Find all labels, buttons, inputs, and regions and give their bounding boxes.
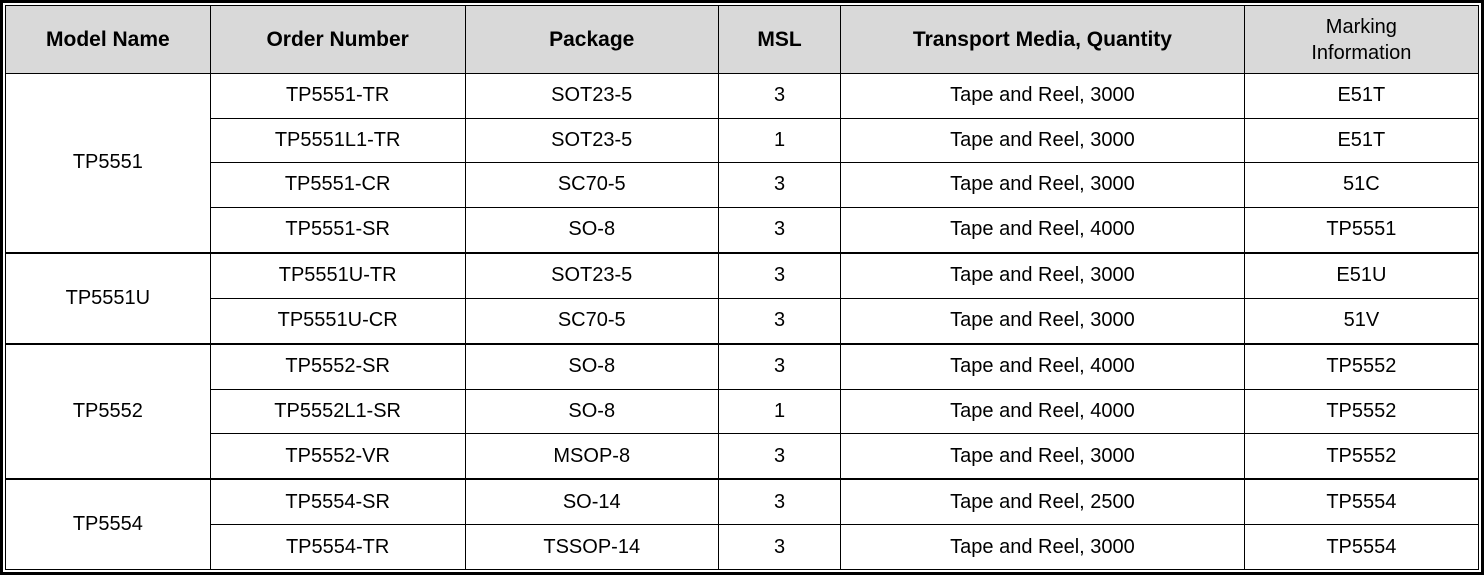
msl-cell: 3 [717, 433, 842, 480]
marking-cell: TP5552 [1243, 342, 1480, 390]
transport-cell: Tape and Reel, 4000 [840, 206, 1245, 254]
transport-cell: Tape and Reel, 3000 [840, 251, 1245, 299]
transport-cell: Tape and Reel, 3000 [840, 524, 1245, 570]
package-cell: SC70-5 [464, 162, 719, 208]
msl-cell: 1 [717, 117, 842, 164]
msl-cell: 3 [717, 251, 842, 299]
table-row: TP5552 TP5552-SR SO-8 3 Tape and Reel, 4… [5, 342, 1480, 480]
header-transport-media-quantity: Transport Media, Quantity [840, 5, 1245, 74]
package-cell: SOT23-5 [464, 251, 719, 299]
order-number-cell: TP5552L1-SR [209, 388, 466, 435]
marking-cell: E51T [1243, 117, 1480, 164]
table-row: TP5551U-CR SC70-5 3 Tape and Reel, 3000 … [6, 297, 1480, 345]
model-cell: TP5551U [5, 251, 211, 345]
marking-cell: TP5554 [1243, 478, 1480, 526]
order-number-cell: TP5551U-CR [209, 297, 466, 345]
order-number-cell: TP5554-TR [209, 524, 466, 570]
msl-cell: 3 [717, 478, 842, 526]
package-cell: SOT23-5 [464, 117, 719, 164]
package-cell: MSOP-8 [464, 433, 719, 480]
marking-cell: 51C [1243, 162, 1480, 208]
model-cell: TP5552 [5, 342, 211, 480]
package-cell: SC70-5 [464, 297, 719, 345]
header-msl: MSL [717, 5, 842, 74]
transport-cell: Tape and Reel, 2500 [840, 478, 1245, 526]
table-header-row: Model Name Order Number Package MSL Tran… [5, 5, 1480, 74]
table-row: TP5554 TP5554-SR SO-14 3 Tape and Reel, … [5, 478, 1480, 571]
order-number-cell: TP5551-TR [209, 73, 466, 119]
package-cell: SO-8 [464, 206, 719, 254]
marking-cell: TP5552 [1243, 433, 1480, 480]
table-row: TP5552L1-SR SO-8 1 Tape and Reel, 4000 T… [6, 388, 1480, 435]
transport-cell: Tape and Reel, 4000 [840, 342, 1245, 390]
msl-cell: 3 [717, 524, 842, 570]
header-marking-information-label: Marking Information [1311, 15, 1412, 64]
model-cell: TP5554 [5, 478, 211, 571]
package-cell: SOT23-5 [464, 73, 719, 119]
package-cell: SO-8 [464, 388, 719, 435]
msl-cell: 3 [717, 342, 842, 390]
msl-cell: 3 [717, 73, 842, 119]
msl-cell: 1 [717, 388, 842, 435]
order-number-cell: TP5552-VR [209, 433, 466, 480]
header-order-number: Order Number [209, 5, 466, 74]
order-number-cell: TP5551-CR [209, 162, 466, 208]
table-row: TP5551-CR SC70-5 3 Tape and Reel, 3000 5… [6, 162, 1480, 208]
package-cell: SO-8 [464, 342, 719, 390]
transport-cell: Tape and Reel, 3000 [840, 162, 1245, 208]
msl-cell: 3 [717, 206, 842, 254]
marking-cell: TP5551 [1243, 206, 1480, 254]
table-row: TP5551-SR SO-8 3 Tape and Reel, 4000 TP5… [6, 206, 1480, 254]
model-cell: TP5551 [5, 72, 211, 254]
transport-cell: Tape and Reel, 4000 [840, 388, 1245, 435]
header-marking-information: Marking Information [1243, 5, 1480, 74]
package-cell: TSSOP-14 [464, 524, 719, 570]
table-row: TP5554-TR TSSOP-14 3 Tape and Reel, 3000… [6, 524, 1480, 570]
header-package: Package [464, 5, 719, 74]
transport-cell: Tape and Reel, 3000 [840, 73, 1245, 119]
msl-cell: 3 [717, 297, 842, 345]
marking-cell: E51T [1243, 73, 1480, 119]
transport-cell: Tape and Reel, 3000 [840, 297, 1245, 345]
table-row: TP5551U TP5551U-TR SOT23-5 3 Tape and Re… [5, 251, 1480, 345]
order-number-cell: TP5551-SR [209, 206, 466, 254]
msl-cell: 3 [717, 162, 842, 208]
table-row: TP5552-VR MSOP-8 3 Tape and Reel, 3000 T… [6, 433, 1480, 480]
order-number-cell: TP5552-SR [209, 342, 466, 390]
transport-cell: Tape and Reel, 3000 [840, 117, 1245, 164]
ordering-information-table: Model Name Order Number Package MSL Tran… [5, 5, 1480, 571]
header-model-name: Model Name [5, 5, 211, 74]
package-cell: SO-14 [464, 478, 719, 526]
transport-cell: Tape and Reel, 3000 [840, 433, 1245, 480]
marking-cell: E51U [1243, 251, 1480, 299]
marking-cell: 51V [1243, 297, 1480, 345]
order-number-cell: TP5551L1-TR [209, 117, 466, 164]
order-number-cell: TP5554-SR [209, 478, 466, 526]
order-number-cell: TP5551U-TR [209, 251, 466, 299]
marking-cell: TP5552 [1243, 388, 1480, 435]
table-row: TP5551 TP5551-TR SOT23-5 3 Tape and Reel… [5, 72, 1480, 254]
table-row: TP5551L1-TR SOT23-5 1 Tape and Reel, 300… [6, 117, 1480, 164]
marking-cell: TP5554 [1243, 524, 1480, 570]
